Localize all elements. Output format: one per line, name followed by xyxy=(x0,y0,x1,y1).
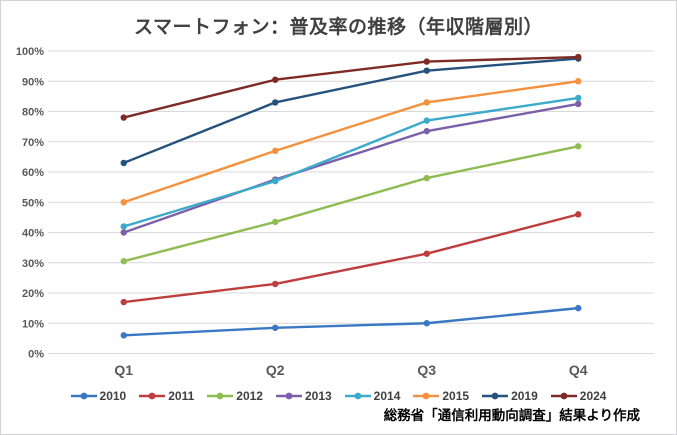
legend-item-2015: 2015 xyxy=(413,389,469,403)
y-tick-label: 40% xyxy=(22,228,44,240)
data-point-2010 xyxy=(423,320,430,327)
series-line-2024 xyxy=(122,55,580,119)
x-axis-label: Q1 xyxy=(114,362,133,378)
legend-label: 2010 xyxy=(99,389,127,403)
series-line-2011 xyxy=(122,213,580,304)
legend-label: 2019 xyxy=(511,389,538,403)
data-point-2015 xyxy=(575,78,582,85)
data-point-2013 xyxy=(120,229,127,236)
y-tick-label: 60% xyxy=(22,167,44,179)
data-point-2024 xyxy=(575,53,582,61)
y-tick-label: 90% xyxy=(22,76,44,88)
legend-marker-2010 xyxy=(70,392,97,400)
x-axis-label: Q3 xyxy=(417,362,436,378)
data-point-2019 xyxy=(120,159,127,167)
legend-item-2024: 2024 xyxy=(550,389,607,403)
series-line-2019 xyxy=(122,57,580,165)
data-point-2012 xyxy=(120,258,127,265)
legend-label: 2024 xyxy=(579,389,607,403)
y-tick-label: 30% xyxy=(22,258,44,270)
legend-marker-2019 xyxy=(482,392,509,400)
data-point-2014 xyxy=(575,94,582,102)
series-line-2015 xyxy=(122,80,580,204)
data-point-2024 xyxy=(423,58,430,65)
y-tick-label: 50% xyxy=(22,197,44,209)
legend-item-2014: 2014 xyxy=(344,389,401,403)
legend-marker-2015 xyxy=(413,392,440,400)
y-tick-label: 20% xyxy=(22,288,44,300)
legend-item-2013: 2013 xyxy=(275,389,332,403)
legend-item-2019: 2019 xyxy=(482,389,538,403)
data-point-2015 xyxy=(423,99,430,106)
data-point-2014 xyxy=(423,117,430,124)
data-point-2024 xyxy=(120,114,127,121)
legend-marker-2011 xyxy=(139,392,166,400)
data-point-2010 xyxy=(272,324,279,331)
legend-marker-2013 xyxy=(275,392,302,400)
data-point-2012 xyxy=(575,143,582,150)
data-point-2010 xyxy=(575,304,582,312)
legend-label: 2014 xyxy=(373,389,401,403)
y-tick-label: 0% xyxy=(28,349,44,361)
data-point-2019 xyxy=(272,99,279,106)
x-axis-label: Q4 xyxy=(569,362,588,378)
x-axis-label: Q2 xyxy=(266,362,285,378)
data-point-2014 xyxy=(272,177,279,185)
legend-label: 2012 xyxy=(236,389,263,403)
legend-marker-2012 xyxy=(207,392,234,400)
data-point-2011 xyxy=(423,250,430,257)
series-line-2014 xyxy=(122,96,580,228)
legend-marker-2024 xyxy=(550,392,577,400)
data-point-2013 xyxy=(423,127,430,135)
data-point-2015 xyxy=(272,147,279,155)
y-tick-label: 10% xyxy=(22,318,44,330)
data-point-2013 xyxy=(575,100,582,108)
data-point-2010 xyxy=(120,332,127,339)
data-point-2024 xyxy=(272,76,279,83)
y-tick-label: 70% xyxy=(22,137,44,149)
data-point-2012 xyxy=(423,174,430,182)
data-point-2019 xyxy=(423,67,430,74)
data-point-2015 xyxy=(120,199,127,206)
data-point-2012 xyxy=(272,218,279,226)
data-point-2011 xyxy=(575,211,582,218)
legend-item-2010: 2010 xyxy=(70,389,127,403)
source-note: 総務省「通信利用動向調査」結果より作成 xyxy=(383,408,640,423)
series-line-2013 xyxy=(122,102,580,234)
legend-item-2012: 2012 xyxy=(207,389,263,403)
chart-title: スマートフォン：普及率の推移（年収階層別） xyxy=(134,17,543,38)
data-point-2011 xyxy=(272,280,279,288)
series-line-2012 xyxy=(122,145,580,263)
legend-label: 2015 xyxy=(442,389,470,403)
legend-item-2011: 2011 xyxy=(139,389,194,403)
legend: 2010 2011 2012 2013 2014 2015 2019 2024 xyxy=(1,389,676,403)
y-tick-label: 80% xyxy=(22,107,44,119)
series-line-2010 xyxy=(122,306,580,337)
data-point-2011 xyxy=(120,298,127,306)
y-tick-label: 100% xyxy=(16,46,44,58)
legend-label: 2013 xyxy=(304,389,332,403)
data-point-2014 xyxy=(120,223,127,230)
legend-label: 2011 xyxy=(168,389,195,403)
legend-marker-2014 xyxy=(344,392,371,400)
